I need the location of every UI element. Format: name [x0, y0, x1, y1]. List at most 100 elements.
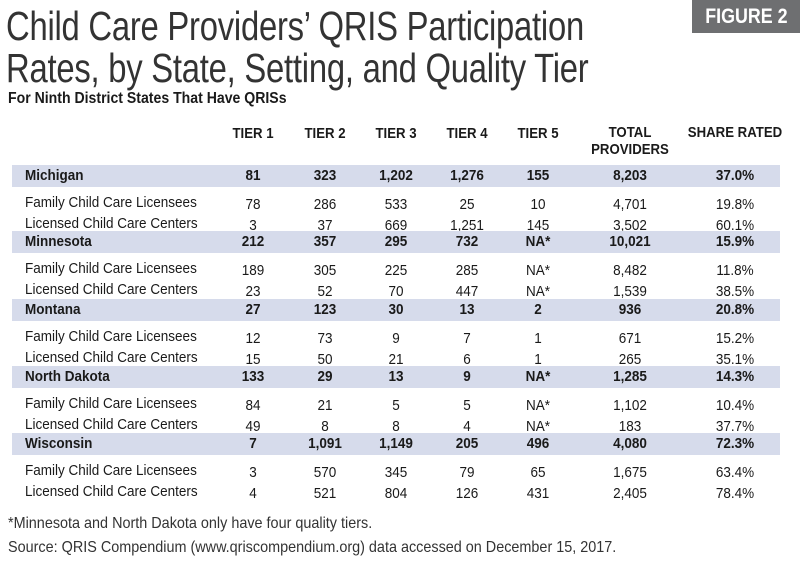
state-value: 732	[455, 233, 479, 250]
state-value: 1,285	[613, 368, 647, 385]
setting-value: 49	[245, 418, 261, 435]
setting-value: 305	[313, 262, 337, 279]
state-value: NA*	[525, 233, 551, 250]
setting-value: 65	[530, 464, 546, 481]
title-line-2: Rates, by State, Setting, and Quality Ti…	[6, 45, 589, 91]
setting-value: 15.2%	[715, 330, 755, 347]
state-row-background	[12, 165, 780, 187]
setting-value: 10.4%	[715, 397, 755, 414]
state-value: 13	[459, 301, 475, 318]
state-value: 13	[388, 368, 404, 385]
setting-value: 2,405	[613, 485, 647, 502]
state-label: Wisconsin	[25, 435, 93, 452]
state-value: 9	[463, 368, 471, 385]
setting-value: 60.1%	[715, 217, 755, 234]
setting-value: 9	[392, 330, 400, 347]
setting-value: 8,482	[613, 262, 647, 279]
setting-value: 21	[317, 397, 333, 414]
setting-value: 3,502	[613, 217, 647, 234]
setting-value: 570	[313, 464, 337, 481]
column-header: TIER 3	[375, 125, 417, 142]
setting-value: 1,251	[450, 217, 484, 234]
state-value: 936	[618, 301, 642, 318]
state-label: Minnesota	[25, 233, 92, 250]
state-value: 7	[249, 435, 257, 452]
column-header: TIER 5	[517, 125, 559, 142]
setting-value: 671	[618, 330, 642, 347]
state-value: 496	[526, 435, 550, 452]
setting-value: 70	[388, 283, 404, 300]
setting-value: 37.7%	[715, 418, 755, 435]
setting-value: 84	[245, 397, 261, 414]
setting-value: 11.8%	[716, 262, 754, 279]
setting-label: Licensed Child Care Centers	[25, 483, 198, 500]
setting-value: 35.1%	[715, 351, 755, 368]
setting-value: 38.5%	[715, 283, 755, 300]
setting-value: NA*	[525, 283, 551, 300]
column-header: TIER 2	[304, 125, 346, 142]
setting-label: Family Child Care Licensees	[25, 328, 197, 345]
state-value: 8,203	[613, 167, 647, 184]
state-value: 1,276	[450, 167, 484, 184]
setting-value: 3	[249, 217, 257, 234]
setting-value: 189	[241, 262, 265, 279]
setting-value: 8	[392, 418, 400, 435]
state-value: 212	[241, 233, 265, 250]
setting-value: 285	[455, 262, 479, 279]
state-value: 205	[455, 435, 479, 452]
setting-value: 3	[249, 464, 257, 481]
setting-value: 533	[384, 196, 408, 213]
state-value: NA*	[525, 368, 551, 385]
setting-value: 804	[384, 485, 408, 502]
setting-value: 73	[317, 330, 333, 347]
setting-value: 447	[455, 283, 479, 300]
setting-label: Family Child Care Licensees	[25, 194, 197, 211]
setting-value: 63.4%	[715, 464, 755, 481]
setting-value: 8	[321, 418, 329, 435]
setting-value: 21	[388, 351, 404, 368]
setting-value: NA*	[525, 418, 551, 435]
setting-value: 25	[459, 196, 475, 213]
setting-label: Licensed Child Care Centers	[25, 281, 198, 298]
state-value: 1,202	[379, 167, 413, 184]
setting-value: 669	[384, 217, 408, 234]
setting-value: 15	[245, 351, 261, 368]
setting-value: 521	[313, 485, 337, 502]
state-value: 15.9%	[715, 233, 755, 250]
setting-value: 1,102	[613, 397, 647, 414]
setting-value: 5	[463, 397, 471, 414]
state-label: Montana	[25, 301, 81, 318]
footnote: *Minnesota and North Dakota only have fo…	[8, 515, 373, 532]
state-row-background	[12, 231, 780, 253]
setting-label: Family Child Care Licensees	[25, 462, 197, 479]
setting-value: 4	[249, 485, 257, 502]
state-value: 27	[245, 301, 261, 318]
state-value: 10,021	[609, 233, 651, 250]
setting-value: 4	[463, 418, 471, 435]
figure-label-text: FIGURE 2	[704, 5, 788, 28]
subtitle: For Ninth District States That Have QRIS…	[8, 90, 287, 107]
state-value: 295	[384, 233, 408, 250]
column-header: TOTAL PROVIDERS	[591, 124, 669, 158]
setting-value: 52	[317, 283, 333, 300]
setting-value: 431	[526, 485, 550, 502]
state-value: 323	[313, 167, 337, 184]
setting-label: Family Child Care Licensees	[25, 395, 197, 412]
state-value: 37.0%	[715, 167, 755, 184]
setting-value: 78	[245, 196, 261, 213]
state-row-background	[12, 433, 780, 455]
setting-value: 50	[317, 351, 333, 368]
setting-label: Licensed Child Care Centers	[25, 215, 198, 232]
setting-label: Family Child Care Licensees	[25, 260, 197, 277]
setting-value: 345	[384, 464, 408, 481]
column-header: TIER 1	[232, 125, 274, 142]
state-value: 2	[534, 301, 542, 318]
setting-value: 78.4%	[715, 485, 755, 502]
state-value: 29	[317, 368, 333, 385]
state-value: 14.3%	[715, 368, 755, 385]
column-header: TIER 4	[446, 125, 488, 142]
setting-value: 126	[455, 485, 479, 502]
state-value: 155	[526, 167, 550, 184]
state-value: 72.3%	[715, 435, 755, 452]
